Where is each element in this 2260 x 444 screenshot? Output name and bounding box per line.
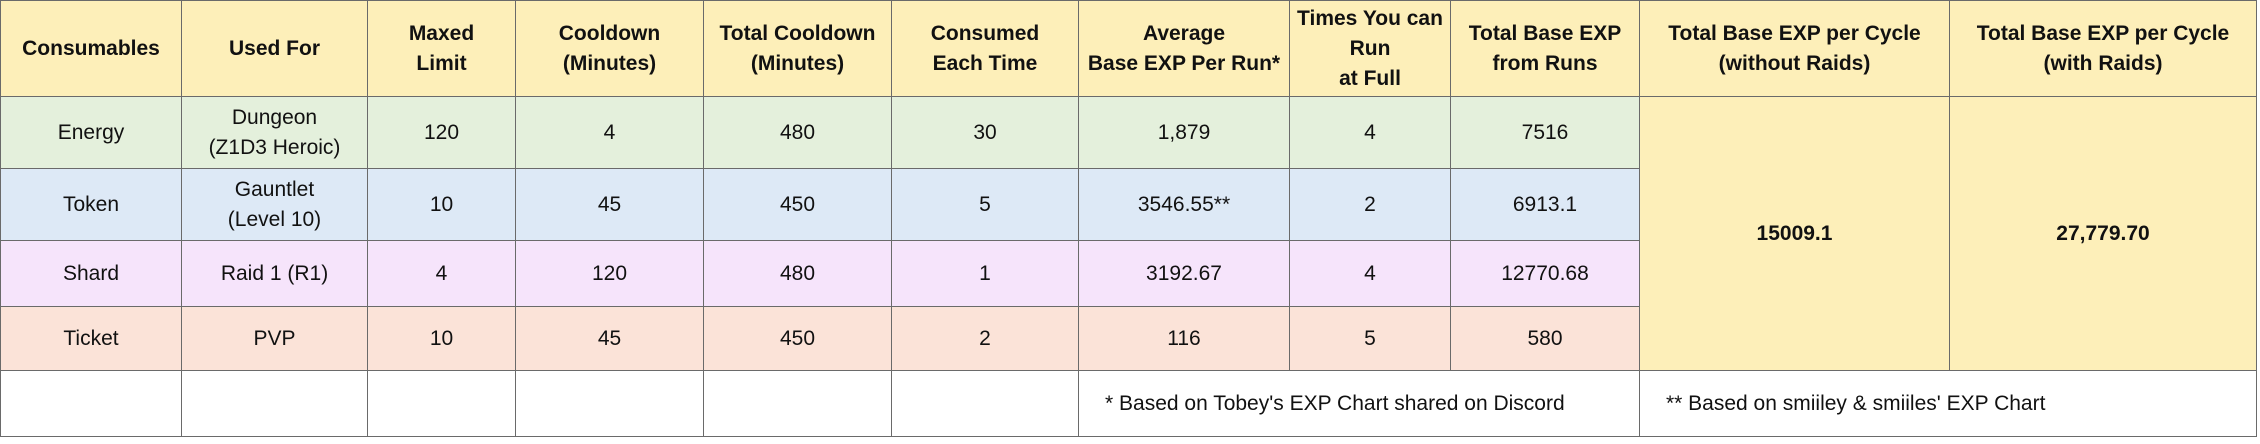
cell-times: 2 bbox=[1289, 168, 1451, 241]
cell-maxed-limit: 10 bbox=[367, 168, 516, 241]
cell-maxed-limit: 4 bbox=[367, 240, 516, 307]
empty-cell bbox=[0, 370, 182, 437]
empty-cell bbox=[515, 370, 704, 437]
table-row-shard: Shard Raid 1 (R1) 4 120 480 1 3192.67 4 … bbox=[0, 240, 2257, 307]
cell-maxed-limit: 10 bbox=[367, 306, 516, 371]
cell-total-exp: 6913.1 bbox=[1450, 168, 1640, 241]
cell-total-cooldown: 450 bbox=[703, 168, 892, 241]
header-total-without-raids: Total Base EXP per Cycle (without Raids) bbox=[1639, 0, 1950, 97]
table-row-ticket: Ticket PVP 10 45 450 2 116 5 580 bbox=[0, 306, 2257, 371]
cell-used-for: Dungeon (Z1D3 Heroic) bbox=[181, 96, 368, 169]
cell-total-cooldown: 450 bbox=[703, 306, 892, 371]
total-with-raids: 27,779.70 bbox=[1949, 96, 2257, 371]
header-total-with-raids: Total Base EXP per Cycle (with Raids) bbox=[1949, 0, 2257, 97]
cell-consumable: Shard bbox=[0, 240, 182, 307]
cell-total-cooldown: 480 bbox=[703, 96, 892, 169]
cell-cooldown: 4 bbox=[515, 96, 704, 169]
cell-consumed: 2 bbox=[891, 306, 1079, 371]
cell-consumed: 5 bbox=[891, 168, 1079, 241]
cell-used-for: Gauntlet (Level 10) bbox=[181, 168, 368, 241]
cell-consumable: Ticket bbox=[0, 306, 182, 371]
total-without-raids: 15009.1 bbox=[1639, 96, 1950, 371]
cell-cooldown: 120 bbox=[515, 240, 704, 307]
header-maxed-limit: Maxed Limit bbox=[367, 0, 516, 97]
empty-cell bbox=[703, 370, 892, 437]
header-total-exp: Total Base EXP from Runs bbox=[1450, 0, 1640, 97]
cell-times: 4 bbox=[1289, 96, 1451, 169]
cell-total-exp: 580 bbox=[1450, 306, 1640, 371]
footnote-tobey: * Based on Tobey's EXP Chart shared on D… bbox=[1078, 370, 1640, 437]
table-row-token: Token Gauntlet (Level 10) 10 45 450 5 354… bbox=[0, 168, 2257, 241]
cell-total-cooldown: 480 bbox=[703, 240, 892, 307]
cell-used-for: Raid 1 (R1) bbox=[181, 240, 368, 307]
cell-cooldown: 45 bbox=[515, 168, 704, 241]
header-total-cooldown: Total Cooldown (Minutes) bbox=[703, 0, 892, 97]
notes-row: * Based on Tobey's EXP Chart shared on D… bbox=[0, 370, 2257, 437]
cell-consumed: 1 bbox=[891, 240, 1079, 307]
cell-cooldown: 45 bbox=[515, 306, 704, 371]
cell-total-exp: 7516 bbox=[1450, 96, 1640, 169]
header-consumables: Consumables bbox=[0, 0, 182, 97]
cell-consumable: Token bbox=[0, 168, 182, 241]
header-avg-exp: Average Base EXP Per Run* bbox=[1078, 0, 1290, 97]
cell-maxed-limit: 120 bbox=[367, 96, 516, 169]
header-consumed: Consumed Each Time bbox=[891, 0, 1079, 97]
cell-avg-exp: 1,879 bbox=[1078, 96, 1290, 169]
cell-consumable: Energy bbox=[0, 96, 182, 169]
header-cooldown: Cooldown (Minutes) bbox=[515, 0, 704, 97]
footnote-smiiley: ** Based on smiiley & smiiles' EXP Chart bbox=[1639, 370, 2257, 437]
cell-consumed: 30 bbox=[891, 96, 1079, 169]
cell-avg-exp: 3546.55** bbox=[1078, 168, 1290, 241]
cell-total-exp: 12770.68 bbox=[1450, 240, 1640, 307]
table-row-energy: Energy Dungeon (Z1D3 Heroic) 120 4 480 30… bbox=[0, 96, 2257, 371]
cell-times: 4 bbox=[1289, 240, 1451, 307]
empty-cell bbox=[181, 370, 368, 437]
header-used-for: Used For bbox=[181, 0, 368, 97]
cell-used-for: PVP bbox=[181, 306, 368, 371]
empty-cell bbox=[891, 370, 1079, 437]
header-times: Times You can Run at Full bbox=[1289, 0, 1451, 97]
cell-avg-exp: 116 bbox=[1078, 306, 1290, 371]
header-row: Consumables Used For Maxed Limit Cooldown… bbox=[0, 0, 2257, 97]
cell-times: 5 bbox=[1289, 306, 1451, 371]
empty-cell bbox=[367, 370, 516, 437]
cell-avg-exp: 3192.67 bbox=[1078, 240, 1290, 307]
